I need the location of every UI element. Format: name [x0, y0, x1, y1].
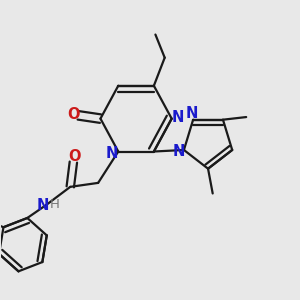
- Text: N: N: [106, 146, 118, 161]
- Text: O: O: [67, 106, 80, 122]
- Text: N: N: [185, 106, 198, 121]
- Text: N: N: [172, 144, 184, 159]
- Text: N: N: [172, 110, 184, 125]
- Text: H: H: [50, 197, 60, 211]
- Text: O: O: [68, 149, 81, 164]
- Text: N: N: [37, 197, 49, 212]
